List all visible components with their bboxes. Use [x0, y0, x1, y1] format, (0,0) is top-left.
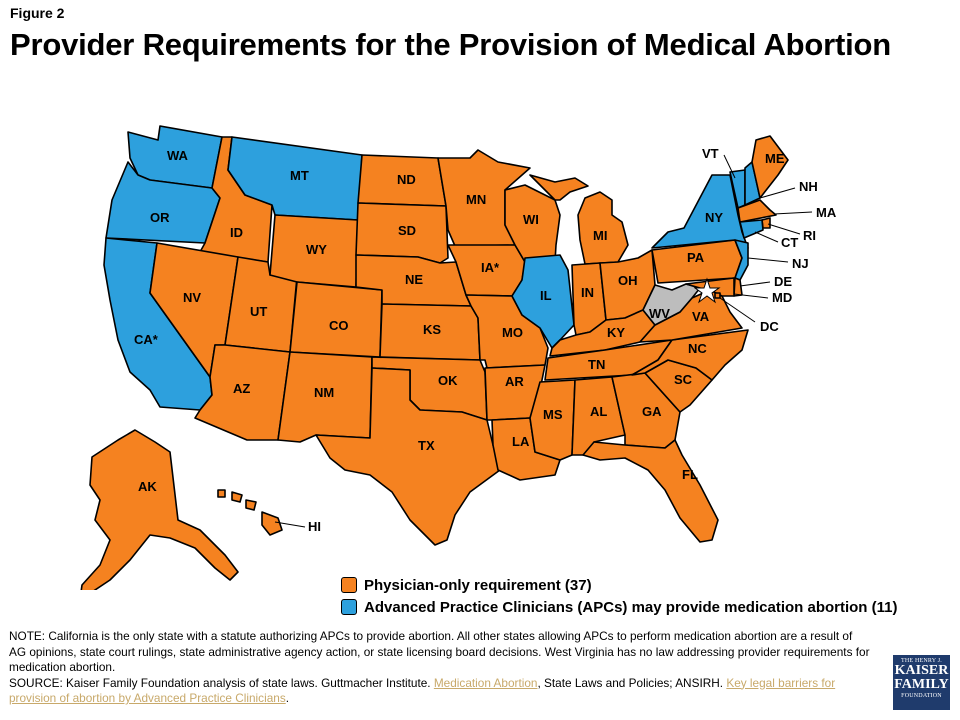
label-ne: NE: [405, 272, 423, 287]
label-or: OR: [150, 210, 170, 225]
legend-item-apc: Advanced Practice Clinicians (APCs) may …: [341, 596, 897, 618]
label-pa: PA: [687, 250, 705, 265]
state-ak: [80, 429, 239, 590]
logo-line: KAISER: [894, 663, 949, 678]
label-mn: MN: [466, 192, 486, 207]
note-text: NOTE: California is the only state with …: [9, 629, 870, 674]
label-nc: NC: [688, 341, 707, 356]
dc-star-icon: [693, 277, 721, 304]
logo-line: FOUNDATION: [901, 693, 942, 699]
label-ks: KS: [423, 322, 441, 337]
label-nd: ND: [397, 172, 416, 187]
label-va: VA: [692, 309, 710, 324]
state-tx: [315, 367, 501, 546]
label-az: AZ: [233, 381, 250, 396]
label-dc: DC: [760, 319, 779, 334]
state-ma: [737, 199, 777, 223]
label-nh: NH: [799, 179, 818, 194]
label-sc: SC: [674, 372, 693, 387]
state-dc: [714, 292, 721, 299]
label-wv: WV: [649, 306, 670, 321]
legend-swatch-orange: [341, 577, 357, 593]
legend-label: Physician-only requirement (37): [364, 576, 592, 594]
state-de: [733, 277, 743, 297]
footnote: NOTE: California is the only state with …: [9, 629, 871, 707]
label-wy: WY: [306, 242, 327, 257]
label-mt: MT: [290, 168, 309, 183]
map-legend: Physician-only requirement (37) Advanced…: [341, 574, 897, 618]
figure-label: Figure 2: [10, 5, 65, 21]
state-ct: [739, 219, 764, 239]
link-key-legal-barriers[interactable]: Key legal barriers for provision of abor…: [9, 675, 836, 706]
state-labels: WA OR CA* ID MT NV UT AZ WY CO NM ND SD …: [134, 146, 837, 534]
source-suffix: .: [285, 691, 290, 705]
legend-swatch-blue: [341, 599, 357, 615]
us-states-map: WA OR CA* ID MT NV UT AZ WY CO NM ND SD …: [80, 125, 837, 590]
logo-line: THE HENRY J.: [900, 658, 942, 664]
label-il: IL: [540, 288, 552, 303]
label-vt: VT: [702, 146, 719, 161]
label-ky: KY: [607, 325, 625, 340]
kff-logo: THE HENRY J. KAISER FAMILY FOUNDATION: [893, 655, 950, 710]
state-nc: [631, 329, 749, 381]
label-ga: GA: [642, 404, 662, 419]
label-ri: RI: [803, 228, 816, 243]
callout-lines: [274, 154, 813, 528]
label-ar: AR: [505, 374, 524, 389]
source-prefix: SOURCE: Kaiser Family Foundation analysi…: [9, 675, 434, 690]
label-sd: SD: [398, 223, 416, 238]
page-title: Provider Requirements for the Provision …: [10, 27, 892, 62]
state-hi: [217, 489, 283, 536]
label-wa: WA: [167, 148, 189, 163]
label-wi: WI: [523, 212, 539, 227]
legend-label: Advanced Practice Clinicians (APCs) may …: [364, 598, 898, 616]
label-id: ID: [230, 225, 243, 240]
legend-item-physician-only: Physician-only requirement (37): [341, 574, 897, 596]
label-tn: TN: [588, 357, 605, 372]
label-nm: NM: [314, 385, 334, 400]
label-nv: NV: [183, 290, 201, 305]
label-tx: TX: [418, 438, 435, 453]
label-al: AL: [590, 404, 607, 419]
label-ma: MA: [816, 205, 837, 220]
label-ak: AK: [138, 479, 157, 494]
state-me: [751, 135, 789, 199]
state-mi: [529, 174, 629, 265]
label-ca: CA*: [134, 332, 159, 347]
source-middle: , State Laws and Policies; ANSIRH.: [537, 675, 727, 690]
state-fl: [582, 439, 719, 543]
state-wi: [504, 184, 561, 263]
label-ny: NY: [705, 210, 723, 225]
label-mo: MO: [502, 325, 523, 340]
label-co: CO: [329, 318, 349, 333]
label-nj: NJ: [792, 256, 809, 271]
logo-line: FAMILY: [894, 677, 949, 692]
link-medication-abortion[interactable]: Medication Abortion: [433, 675, 538, 690]
label-hi: HI: [308, 519, 321, 534]
label-ok: OK: [438, 373, 458, 388]
label-de: DE: [774, 274, 792, 289]
label-ct: CT: [781, 235, 798, 250]
label-mi: MI: [593, 228, 607, 243]
label-fl: FL: [682, 467, 698, 482]
label-ia: IA*: [481, 260, 500, 275]
source-text: SOURCE: Kaiser Family Foundation analysi…: [9, 676, 871, 707]
label-in: IN: [581, 285, 594, 300]
label-me: ME: [765, 151, 785, 166]
label-md: MD: [772, 290, 792, 305]
label-la: LA: [512, 434, 530, 449]
label-oh: OH: [618, 273, 638, 288]
label-ut: UT: [250, 304, 267, 319]
label-ms: MS: [543, 407, 563, 422]
